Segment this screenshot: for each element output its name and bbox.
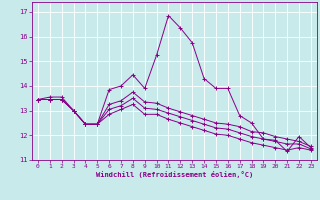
X-axis label: Windchill (Refroidissement éolien,°C): Windchill (Refroidissement éolien,°C) <box>96 171 253 178</box>
